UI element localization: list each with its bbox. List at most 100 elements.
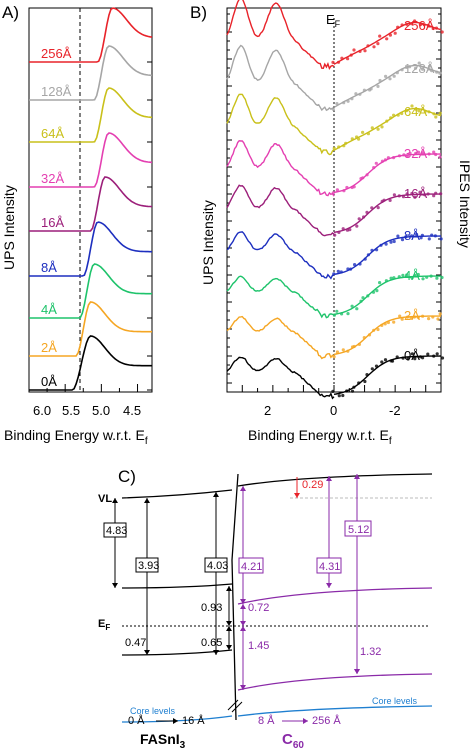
panel-a-xtick-2: 5.0 (92, 403, 110, 418)
panel-b-ipes-point (331, 389, 335, 393)
arrowhead (240, 604, 246, 609)
panel-b-ipes-point (432, 194, 436, 198)
panel-b-ipes-point (392, 320, 396, 324)
panel-b-ipes-point (405, 273, 409, 277)
panel-b-ipes-2Å (333, 315, 442, 355)
panel-b-ipes-point (421, 356, 425, 360)
panel-a-trace-256Å (29, 7, 153, 63)
panel-b-ipes-point (415, 232, 419, 237)
value-1-45: 1.45 (248, 640, 269, 652)
right-range-to: 256 Å (312, 714, 341, 727)
panel-b-ipes-point (438, 312, 442, 316)
arrowhead (226, 586, 232, 591)
panel-b-ipes-point (357, 217, 361, 221)
arrowhead (226, 645, 232, 650)
left-vacuum-level (121, 489, 233, 499)
panel-b-ups-32Å (226, 140, 335, 197)
panel-b-ipes-point (416, 150, 421, 154)
panel-b-ylabel: UPS Intensity (200, 200, 216, 285)
arrowhead (112, 583, 118, 588)
arrowhead (240, 486, 246, 491)
panel-a-trace-labels: 256Å 128Å 64Å 32Å 16Å 8Å 4Å 2Å 0Å (41, 46, 72, 389)
panel-b-ups-2Å (226, 315, 335, 360)
panel-b-ipes-point (413, 66, 418, 70)
panel-b-ipes-point (426, 352, 430, 356)
box-4-21 (238, 557, 264, 574)
arrowhead (226, 621, 232, 626)
panel-b-ipes-point (376, 206, 380, 210)
left-range-to: 16 Å (182, 714, 205, 727)
panel-a-trace-label: 32Å (41, 171, 64, 186)
panel-b-ipes-point (413, 19, 417, 23)
panel-b-ipes-point (385, 37, 389, 41)
right-range-arrowhead (303, 718, 308, 724)
panel-b-ups-128Å (226, 44, 335, 112)
panel-a-trace-4Å (29, 263, 152, 319)
panel-b-ipes-point (350, 304, 354, 308)
left-vbm (121, 649, 233, 656)
core-levels-right: Core levels (372, 696, 418, 706)
panel-a-trace-label: 8Å (41, 260, 57, 275)
panel-b-ipes-point (333, 233, 337, 237)
panel-b-ipes-point (392, 74, 396, 78)
panel-b-ipes-point (396, 234, 400, 238)
panel-b-ups-4Å (226, 275, 335, 319)
panel-b-ipes-point (410, 352, 414, 356)
panel-b-ups-256Å (226, 0, 335, 70)
box-4-83 (103, 522, 127, 538)
vl-label: VL (98, 493, 112, 505)
panel-b-ipes-point (363, 49, 367, 53)
value-0-72: 0.72 (248, 602, 269, 614)
value-0-93: 0.93 (201, 602, 222, 614)
panel-b-trace-label: 8Å (404, 228, 420, 243)
ef-label: EF (98, 618, 110, 632)
panel-b-ipes-point (331, 60, 335, 64)
panel-b-ipes-point (417, 61, 421, 65)
panel-b-ipes-point (392, 193, 396, 197)
panel-b-ipes-point (435, 276, 439, 280)
panel-b-ipes-64Å (333, 107, 442, 151)
panel-b-ups-8Å (226, 231, 335, 280)
right-core-level (237, 705, 433, 717)
panel-a-trace-0Å (29, 335, 152, 391)
panel-a-trace-label: 256Å (41, 46, 72, 61)
panel-b-xtick-1: 0 (330, 403, 337, 418)
value-4-31: 4.31 (319, 561, 340, 573)
right-lumo (237, 587, 433, 605)
panel-b-traces (226, 0, 445, 400)
panel-b-ipes-point (374, 161, 378, 165)
panel-a-trace-2Å (29, 301, 152, 357)
panel-b-ipes-point (400, 317, 404, 321)
panel-b-ipes-point (389, 240, 393, 244)
arrowhead (240, 621, 246, 626)
box-4-31 (316, 557, 342, 574)
panel-b-ipes-point (384, 74, 388, 78)
panel-a-trace-label: 128Å (41, 84, 72, 99)
panel-b-trace-labels: 256Å 128Å 64Å 32Å 16Å 8Å 4Å 2Å 0Å (404, 18, 435, 363)
panel-b-ipes-point (384, 242, 388, 246)
panel-b-ipes-point (361, 130, 365, 134)
panel-b-ipes-point (363, 379, 367, 384)
panel-b-trace-label: 64Å (404, 104, 427, 119)
axis-break-1 (227, 699, 239, 711)
panel-c-arrows (112, 474, 360, 690)
panel-b-ipes-0Å (333, 355, 442, 395)
panel-b-ipes-point (439, 237, 443, 241)
panel-b-ipes-point (389, 276, 393, 280)
panel-b-xlabel: Binding Energy w.r.t. Ef (248, 427, 392, 447)
panel-b-label: B) (190, 3, 207, 22)
value-4-03: 4.03 (207, 560, 228, 572)
panel-a-label: A) (2, 3, 19, 22)
panel-a-trace-64Å (29, 87, 153, 143)
panel-a-trace-label: 16Å (41, 215, 64, 230)
right-range-from: 8 Å (258, 714, 275, 727)
panel-b-ipes-point (438, 155, 442, 159)
panel-b-ipes-point (392, 239, 396, 244)
panel-b-ipes-point (440, 275, 444, 280)
panel-b-trace-label: 256Å (404, 18, 435, 33)
panel-b-ipes-point (335, 309, 339, 313)
panel-a-trace-label: 64Å (41, 126, 64, 141)
panel-b-ipes-point (378, 34, 382, 38)
panel-b-ipes-point (435, 352, 439, 356)
panel-b-trace-label: 4Å (404, 268, 420, 283)
